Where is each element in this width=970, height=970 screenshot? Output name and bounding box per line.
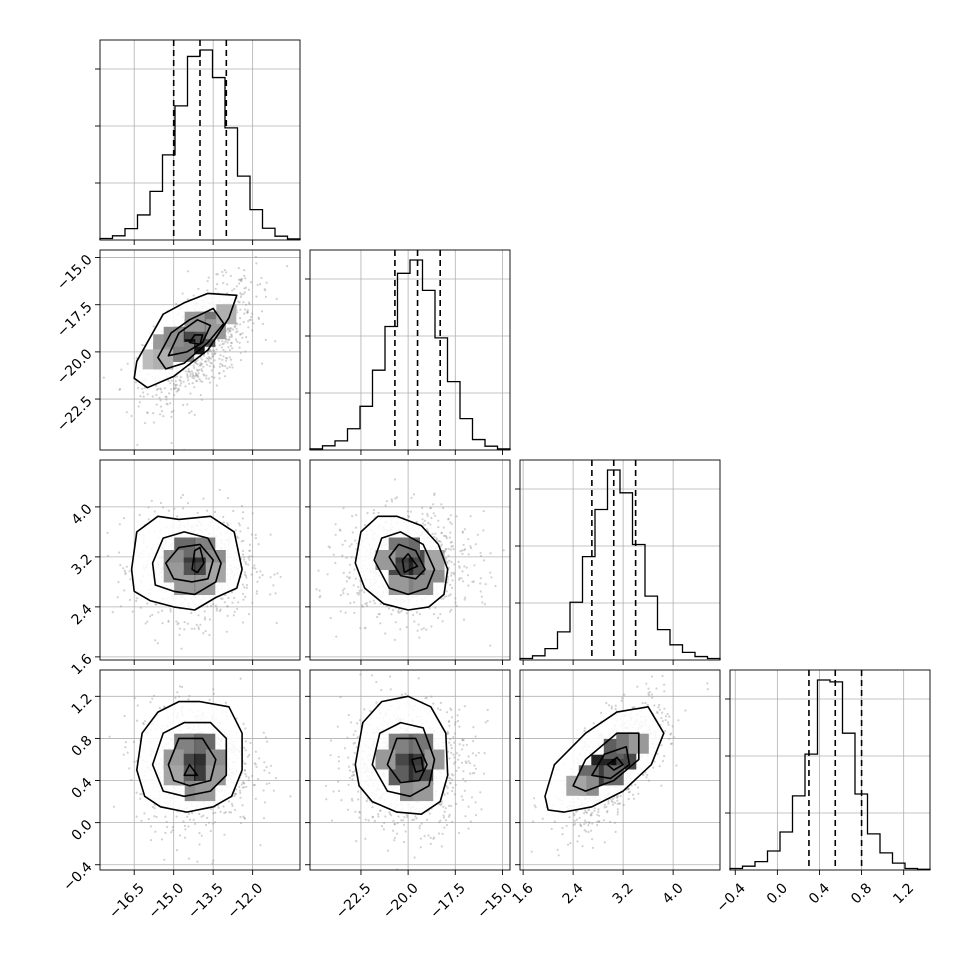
hist-0-frame bbox=[99, 39, 301, 241]
pair-0-1-contour-1 bbox=[157, 307, 225, 370]
pair-0-3-content bbox=[100, 670, 300, 870]
pair-0-2-frame bbox=[99, 459, 301, 661]
pair-0-2-content bbox=[100, 460, 300, 660]
pair-panel-2-3 bbox=[515, 669, 721, 875]
xtick-label-p3-0: −0.4 bbox=[714, 880, 749, 915]
pair-panel-1-2 bbox=[305, 459, 511, 665]
pair-0-2-contour-3 bbox=[191, 546, 205, 574]
ytick-label-p1-0: −22.5 bbox=[54, 393, 96, 435]
xtick-label-p0-0: −16.5 bbox=[106, 880, 148, 922]
pair-0-3-contour-2 bbox=[167, 737, 217, 787]
pair-2-3-contour-2 bbox=[591, 745, 631, 780]
ytick-label-p3-3: 0.8 bbox=[69, 733, 96, 760]
hist-2-steps bbox=[519, 469, 721, 660]
pair-0-3-contour-0 bbox=[136, 700, 243, 813]
xtick-label-p3-4: 1.2 bbox=[890, 880, 917, 907]
pair-0-3-cell-13 bbox=[163, 765, 184, 786]
pair-panel-1-3 bbox=[305, 669, 511, 875]
ytick-label-p3-0: −0.4 bbox=[60, 859, 95, 894]
pair-1-2-frame bbox=[309, 459, 511, 661]
pair-0-2-contour-0 bbox=[130, 515, 243, 611]
ytick-label-p2-2: 3.2 bbox=[69, 551, 96, 578]
xtick-label-p0-2: −13.5 bbox=[185, 880, 227, 922]
xtick-label-p1-3: −15.0 bbox=[474, 880, 516, 922]
pair-0-3-cell-14 bbox=[205, 765, 226, 786]
pair-1-2-contour-2 bbox=[388, 543, 426, 580]
pair-0-1-contour-3 bbox=[188, 334, 204, 346]
hist-3-frame bbox=[729, 669, 931, 871]
pair-0-1-cell-16 bbox=[163, 326, 184, 347]
hist-panel-2 bbox=[515, 459, 721, 665]
ytick-label-p3-1: 0.0 bbox=[69, 817, 96, 844]
pair-0-3-contour-1 bbox=[151, 721, 228, 798]
pair-2-3-contour-0 bbox=[544, 705, 665, 813]
pair-1-3-contour-1 bbox=[371, 721, 436, 798]
ytick-label-p2-3: 4.0 bbox=[69, 501, 96, 528]
ytick-label-p1-1: −20.0 bbox=[54, 346, 96, 388]
pair-2-3-contour-3 bbox=[606, 756, 624, 771]
pair-1-3-cell-12 bbox=[413, 781, 434, 802]
xtick-label-p0-3: −12.0 bbox=[225, 880, 267, 922]
hist-3-steps bbox=[729, 679, 931, 870]
ytick-label-p3-4: 1.2 bbox=[69, 691, 96, 718]
pair-1-3-frame bbox=[309, 669, 511, 871]
pair-1-2-cell-11 bbox=[413, 575, 434, 595]
pair-1-3-cell-7 bbox=[413, 733, 434, 754]
pair-0-3-frame bbox=[99, 669, 301, 871]
xtick-label-p2-1: 2.4 bbox=[560, 880, 587, 907]
hist-2-frame bbox=[519, 459, 721, 661]
hist-1-frame bbox=[309, 249, 511, 451]
pair-0-3-contour-3 bbox=[183, 763, 199, 777]
pair-0-2-contour-1 bbox=[151, 531, 222, 596]
xtick-label-p1-1: −20.0 bbox=[380, 880, 422, 922]
pair-0-1-frame bbox=[99, 249, 301, 451]
pair-panel-0-2 bbox=[95, 459, 301, 665]
xtick-label-p0-1: −15.0 bbox=[146, 880, 188, 922]
ytick-label-p1-2: −17.5 bbox=[54, 299, 96, 341]
pair-1-3-cell-5 bbox=[388, 765, 409, 786]
corner-plot-panels: −22.5−20.0−17.5−15.01.62.43.24.0−0.40.00… bbox=[54, 39, 931, 922]
hist-panel-0 bbox=[95, 39, 301, 245]
pair-1-3-contour-0 bbox=[354, 695, 449, 816]
xtick-label-p3-2: 0.4 bbox=[806, 880, 833, 907]
xtick-label-p3-1: 0.0 bbox=[764, 880, 791, 907]
pair-1-2-contour-3 bbox=[401, 552, 419, 574]
pair-2-3-content bbox=[520, 670, 720, 870]
pair-2-3-frame bbox=[519, 669, 721, 871]
pair-2-3-contour-1 bbox=[572, 732, 640, 792]
pair-1-3-content bbox=[310, 670, 510, 870]
pair-1-2-content bbox=[310, 460, 510, 660]
ytick-label-p3-2: 0.4 bbox=[69, 775, 96, 802]
ytick-label-p2-1: 2.4 bbox=[69, 601, 96, 628]
pair-0-1-contour-0 bbox=[133, 292, 238, 389]
xtick-label-p2-0: 1.6 bbox=[510, 880, 537, 907]
pair-panel-0-1 bbox=[95, 249, 301, 455]
hist-1-steps bbox=[309, 259, 511, 450]
ytick-label-p1-3: −15.0 bbox=[54, 252, 96, 294]
xtick-label-p1-2: −17.5 bbox=[427, 880, 469, 922]
xtick-label-p1-0: −22.5 bbox=[333, 880, 375, 922]
pair-1-3-contour-3 bbox=[411, 756, 425, 773]
xtick-label-p2-3: 4.0 bbox=[660, 880, 687, 907]
hist-panel-3 bbox=[725, 669, 931, 875]
hist-panel-1 bbox=[305, 249, 511, 455]
pair-0-3-cell-12 bbox=[195, 781, 216, 802]
pair-0-1-content bbox=[100, 250, 300, 450]
ytick-label-p2-0: 1.6 bbox=[69, 651, 96, 678]
pair-1-2-cell-13 bbox=[424, 550, 445, 570]
pair-0-2-contour-2 bbox=[165, 543, 214, 583]
pair-1-2-contour-1 bbox=[373, 531, 436, 596]
xtick-label-p2-2: 3.2 bbox=[610, 880, 637, 907]
pair-1-3-contour-2 bbox=[386, 737, 428, 784]
xtick-label-p3-3: 0.8 bbox=[848, 880, 875, 907]
pair-1-2-contour-0 bbox=[354, 515, 449, 611]
pair-2-3-cell-9 bbox=[566, 775, 587, 796]
pair-0-1-contour-2 bbox=[167, 318, 212, 357]
pair-panel-0-3 bbox=[95, 669, 301, 875]
